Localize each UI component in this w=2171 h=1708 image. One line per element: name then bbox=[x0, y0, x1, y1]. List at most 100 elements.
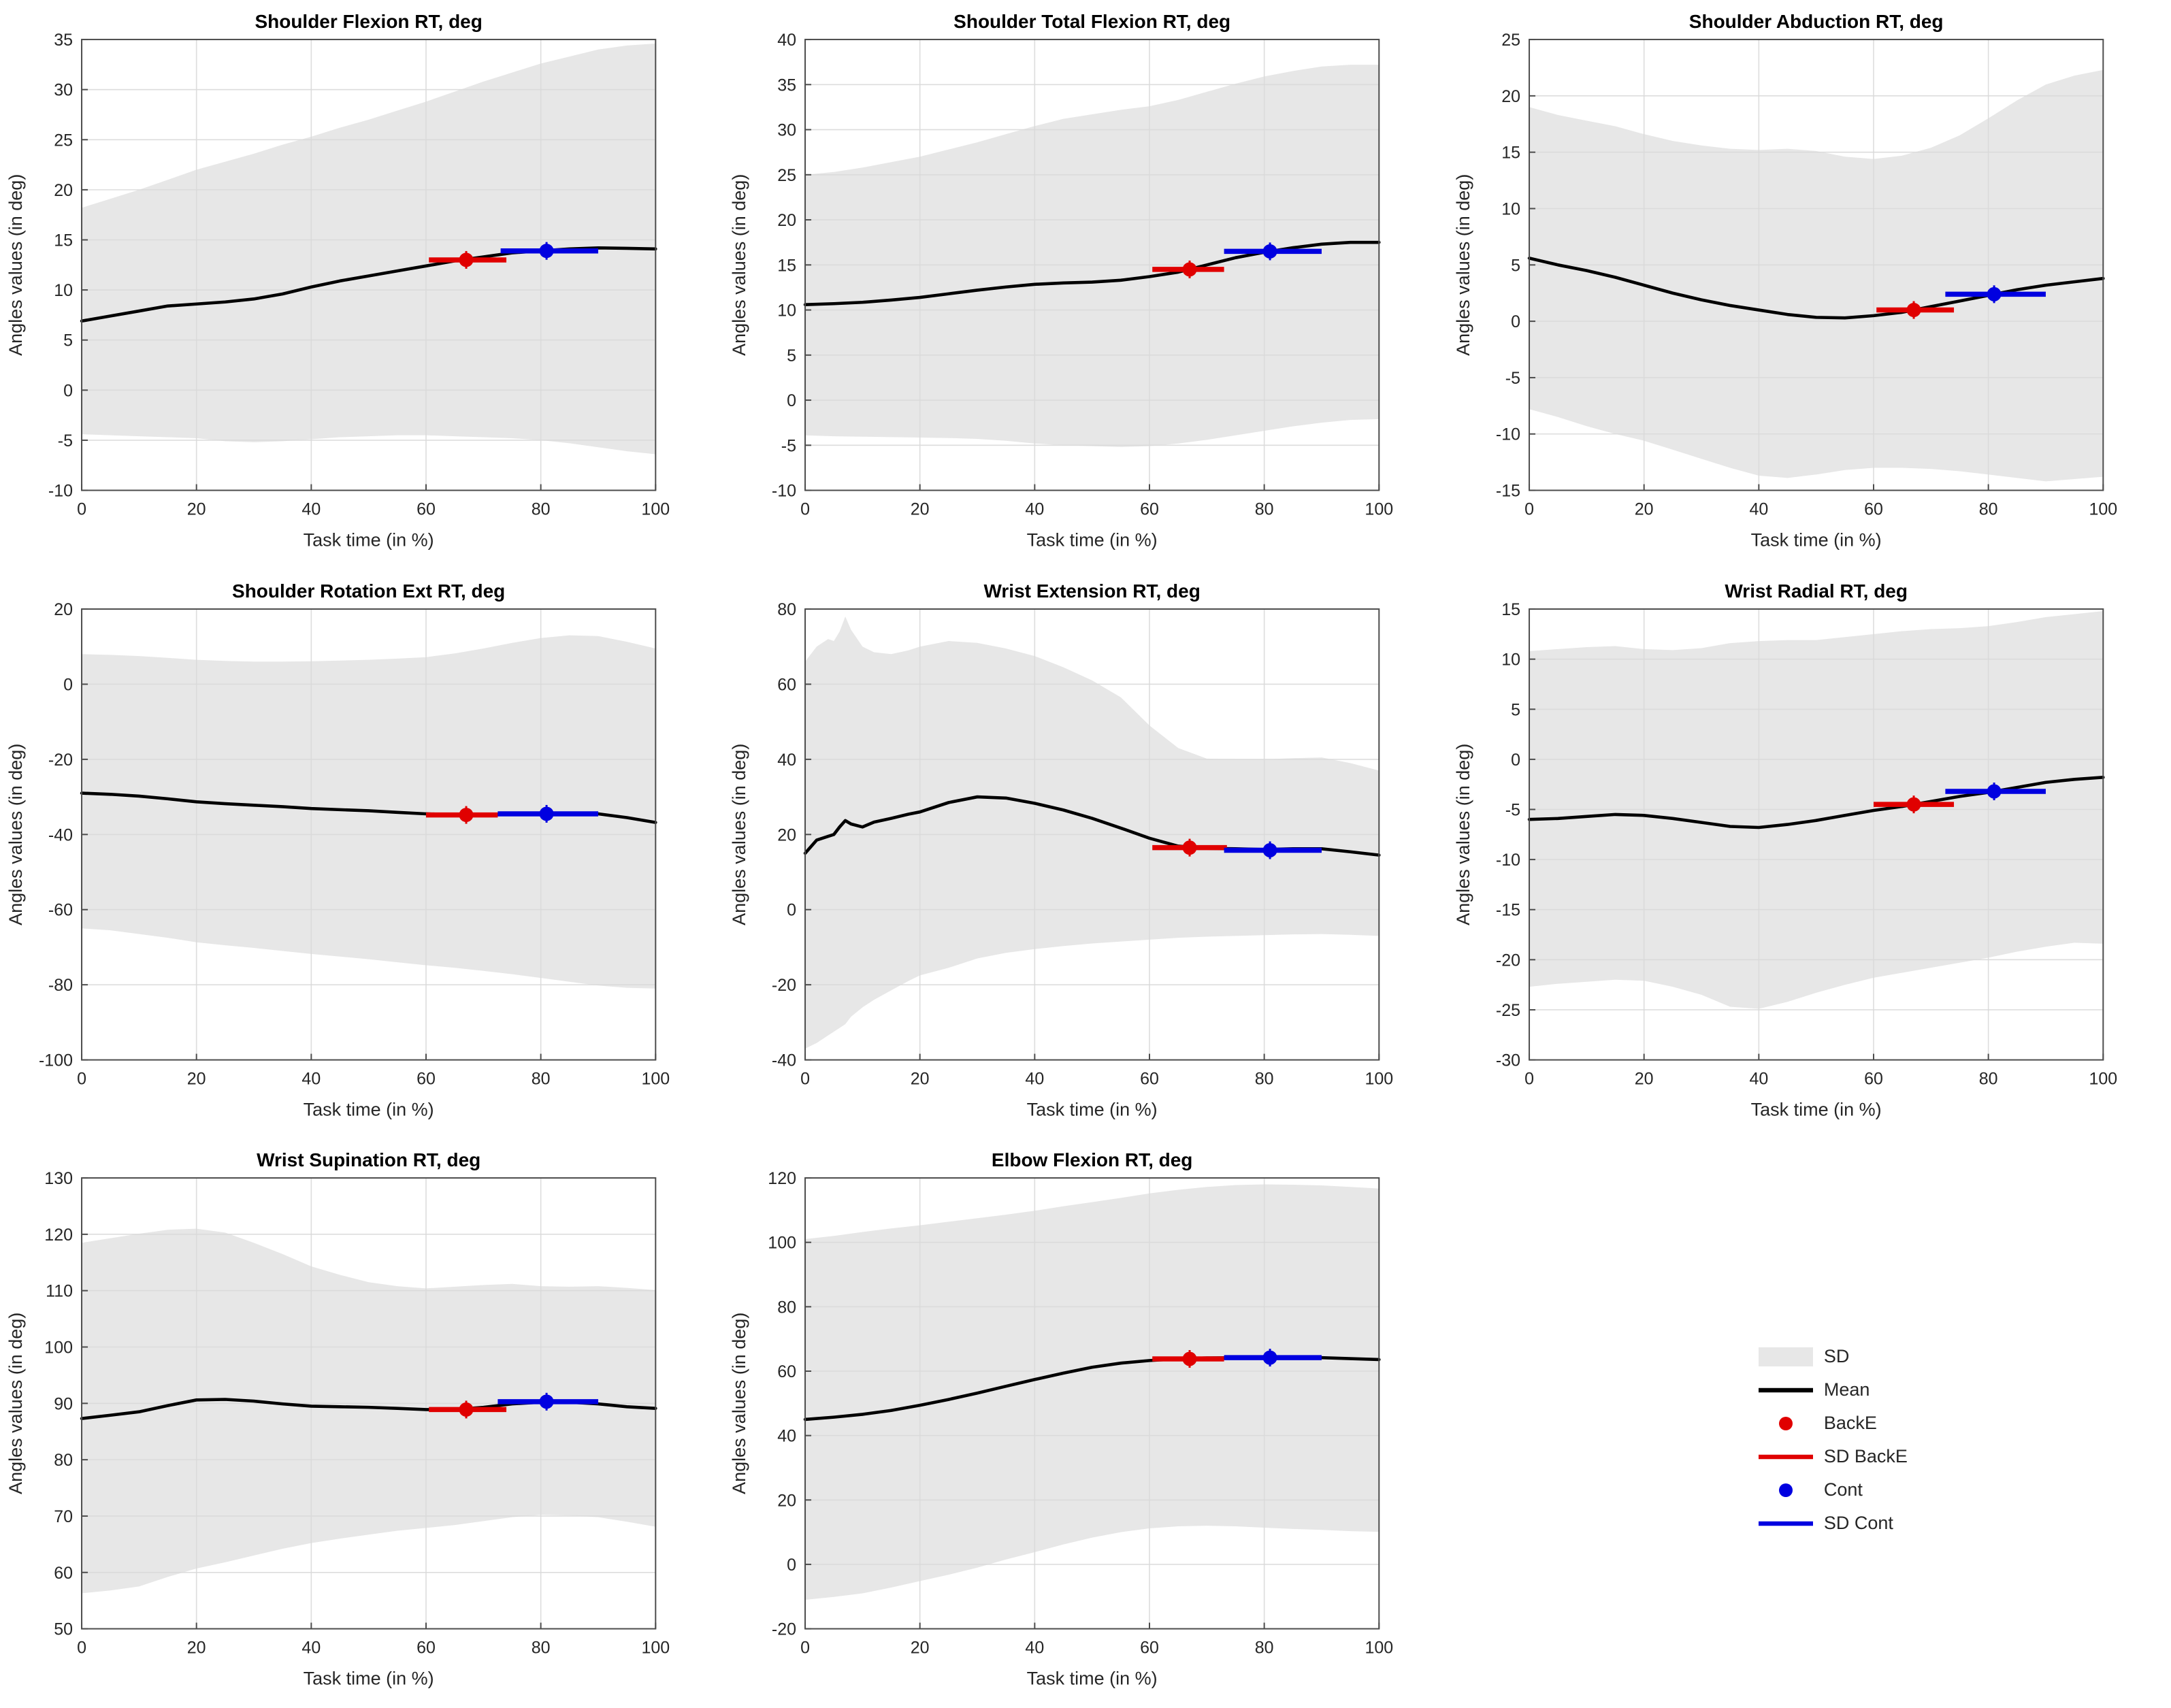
y-tick-label: 5 bbox=[1511, 700, 1520, 719]
sd-band bbox=[82, 1228, 656, 1594]
y-tick-label: 15 bbox=[778, 256, 797, 275]
x-tick-label: 40 bbox=[301, 1639, 321, 1658]
x-tick-label: 60 bbox=[1864, 1069, 1883, 1088]
y-tick-label: -30 bbox=[1496, 1051, 1520, 1070]
backe-marker bbox=[459, 1402, 474, 1417]
cont-marker bbox=[1262, 1350, 1277, 1365]
y-tick-label: -5 bbox=[58, 431, 73, 450]
axes-frame bbox=[1528, 608, 2104, 1061]
y-tick-label: -60 bbox=[48, 900, 73, 919]
subplot-shoulder-abduction: 0 20 40 60 80 100 -15 -10 -5 0 5 10 15 20 25 Shoulder A… bbox=[1448, 0, 2171, 570]
subplot-shoulder-abduction-svg: 0 20 40 60 80 100 -15 -10 -5 0 5 10 15 20 25 Shoulder A… bbox=[1453, 11, 2117, 551]
y-tick-label: -10 bbox=[1496, 425, 1520, 444]
subplot-shoulder-flexion: 0 20 40 60 80 100 -10 -5 0 5 10 15 20 25 30 35 Shoulder … bbox=[0, 0, 723, 570]
y-tick-label: 35 bbox=[778, 76, 797, 95]
backe-marker bbox=[459, 252, 474, 267]
axes-frame bbox=[804, 608, 1380, 1061]
plot-title: Shoulder Rotation Ext RT, deg bbox=[232, 580, 505, 602]
x-tick-label: 0 bbox=[77, 500, 86, 519]
x-tick-label: 100 bbox=[1365, 1069, 1394, 1088]
y-tick-label: -100 bbox=[39, 1051, 73, 1070]
y-tick-label: 0 bbox=[1511, 751, 1520, 770]
x-tick-label: 100 bbox=[2089, 1069, 2117, 1088]
y-tick-label: 25 bbox=[1501, 31, 1520, 50]
cont-marker bbox=[1262, 842, 1277, 857]
y-tick-label: 100 bbox=[44, 1339, 73, 1358]
y-tick-label: 35 bbox=[54, 31, 73, 50]
x-tick-label: 20 bbox=[187, 500, 206, 519]
y-tick-label: 20 bbox=[54, 600, 73, 619]
legend-label: SD Cont bbox=[1823, 1513, 1893, 1534]
subplot-shoulder-rotation-ext: 0 20 40 60 80 100 -100 -80 -60 -40 -20 0 20 Shoulder … bbox=[0, 570, 723, 1139]
x-tick-label: 0 bbox=[800, 1639, 810, 1658]
x-tick-label: 80 bbox=[1255, 1069, 1274, 1088]
x-tick-label: 100 bbox=[641, 1069, 670, 1088]
plot-title: Shoulder Abduction RT, deg bbox=[1688, 11, 1943, 32]
backe-marker bbox=[1906, 797, 1921, 812]
y-tick-label: 60 bbox=[54, 1564, 73, 1583]
subplot-shoulder-total-flexion: 0 20 40 60 80 100 -10 -5 0 5 10 15 20 25 30 35 40 Shoulde… bbox=[723, 0, 1447, 570]
y-tick-label: -5 bbox=[781, 436, 796, 455]
plot-title: Wrist Radial RT, deg bbox=[1725, 580, 1908, 602]
y-tick-label: 20 bbox=[778, 1492, 797, 1511]
backe-marker bbox=[1182, 840, 1197, 855]
y-tick-label: 80 bbox=[778, 1298, 797, 1317]
y-tick-label: 30 bbox=[54, 81, 73, 100]
y-tick-label: 15 bbox=[54, 231, 73, 250]
subplot-shoulder-rotation-ext-svg: 0 20 40 60 80 100 -100 -80 -60 -40 -20 0 20 Shoulder … bbox=[5, 580, 670, 1120]
legend-item: Mean bbox=[1758, 1377, 1908, 1403]
y-tick-label: 25 bbox=[54, 131, 73, 150]
y-tick-label: 50 bbox=[54, 1620, 73, 1639]
legend-dot-swatch bbox=[1778, 1483, 1793, 1497]
y-axis-label: Angles values (in deg) bbox=[5, 743, 26, 925]
cont-marker bbox=[539, 244, 554, 259]
axes-frame bbox=[804, 1177, 1380, 1630]
y-tick-label: -10 bbox=[1496, 851, 1520, 870]
y-tick-label: -80 bbox=[48, 976, 73, 995]
subplot-wrist-radial: 0 20 40 60 80 100 -30 -25 -20 -15 -10 -5 0 5 10 15 Wrist… bbox=[1448, 570, 2171, 1139]
backe-marker bbox=[1182, 262, 1197, 277]
x-tick-label: 40 bbox=[301, 500, 321, 519]
x-tick-label: 40 bbox=[301, 1069, 321, 1088]
sd-band bbox=[805, 65, 1380, 447]
y-axis-label: Angles values (in deg) bbox=[1453, 174, 1473, 356]
y-axis-label: Angles values (in deg) bbox=[5, 1313, 26, 1494]
subplot-wrist-supination-svg: 0 20 40 60 80 100 50 60 70 80 90 100 110 120 130 Wrist … bbox=[5, 1149, 670, 1689]
y-tick-label: 15 bbox=[1501, 600, 1520, 619]
y-tick-label: 0 bbox=[787, 900, 796, 919]
y-tick-label: 70 bbox=[54, 1507, 73, 1526]
legend-label: Cont bbox=[1823, 1479, 1863, 1500]
y-tick-label: -10 bbox=[48, 482, 73, 501]
x-tick-label: 20 bbox=[911, 1639, 930, 1658]
x-axis-label: Task time (in %) bbox=[1027, 1099, 1158, 1119]
x-tick-label: 60 bbox=[1864, 500, 1883, 519]
y-tick-label: 5 bbox=[1511, 256, 1520, 275]
y-axis-label: Angles values (in deg) bbox=[1453, 743, 1473, 925]
legend-line-swatch bbox=[1758, 1454, 1813, 1459]
sd-band bbox=[82, 43, 656, 455]
y-tick-label: 15 bbox=[1501, 144, 1520, 163]
cont-marker bbox=[539, 1394, 554, 1409]
y-tick-label: -25 bbox=[1496, 1001, 1520, 1020]
x-tick-label: 80 bbox=[532, 1069, 551, 1088]
legend-item: Cont bbox=[1759, 1477, 1908, 1503]
y-tick-label: 100 bbox=[768, 1234, 797, 1253]
plot-title: Shoulder Flexion RT, deg bbox=[255, 11, 482, 32]
y-tick-label: 10 bbox=[54, 281, 73, 300]
x-tick-label: 0 bbox=[77, 1069, 86, 1088]
legend-label: Mean bbox=[1823, 1379, 1870, 1400]
y-tick-label: 25 bbox=[778, 166, 797, 185]
x-tick-label: 20 bbox=[911, 1069, 930, 1088]
x-tick-label: 0 bbox=[1524, 1069, 1534, 1088]
legend-label: SD BackE bbox=[1823, 1446, 1908, 1467]
x-tick-label: 0 bbox=[1524, 500, 1534, 519]
x-tick-label: 0 bbox=[77, 1639, 86, 1658]
dot-swatch bbox=[1778, 1483, 1793, 1497]
y-tick-label: 10 bbox=[778, 301, 797, 321]
backe-marker bbox=[459, 807, 474, 822]
x-tick-label: 40 bbox=[1749, 500, 1768, 519]
y-tick-label: 40 bbox=[778, 751, 797, 770]
legend-label: BackE bbox=[1823, 1413, 1877, 1434]
x-axis-label: Task time (in %) bbox=[1027, 1669, 1158, 1689]
